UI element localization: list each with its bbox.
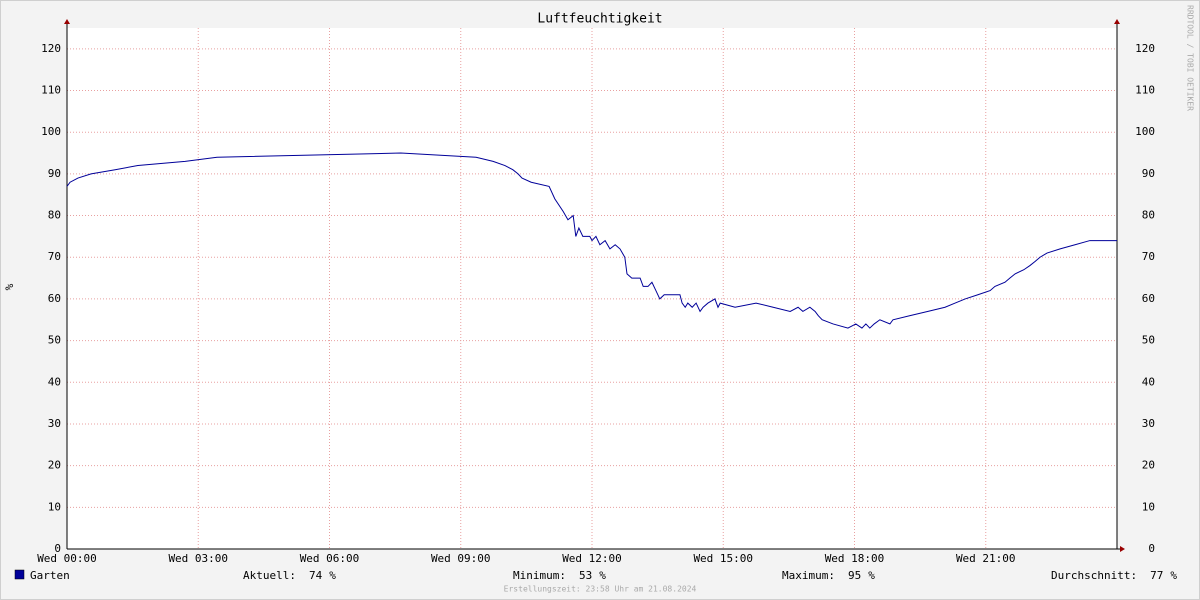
y-tick-label-right: 10 [1142, 500, 1155, 513]
y-tick-label: 100 [41, 125, 61, 138]
y-tick-label: 10 [48, 500, 61, 513]
stat-label: Durchschnitt: [1051, 569, 1137, 582]
y-tick-label-right: 70 [1142, 250, 1155, 263]
y-tick-label: 60 [48, 292, 61, 305]
y-tick-label: 120 [41, 42, 61, 55]
y-tick-label-right: 0 [1148, 542, 1155, 555]
series-line [66, 152, 1117, 329]
axis-arrow [64, 19, 70, 24]
x-tick-label: Wed 03:00 [168, 552, 228, 565]
y-tick-label-right: 50 [1142, 334, 1155, 347]
y-tick-label: 80 [48, 209, 61, 222]
stat-unit: % [599, 569, 606, 582]
axis-arrow [1114, 19, 1120, 24]
x-tick-label: Wed 15:00 [693, 552, 753, 565]
y-tick-label: 0 [54, 542, 61, 555]
y-tick-label: 70 [48, 250, 61, 263]
y-tick-label: 90 [48, 167, 61, 180]
x-tick-label: Wed 18:00 [825, 552, 885, 565]
watermark: RRDTOOL / TOBI OETIKER [1186, 5, 1195, 111]
y-tick-label: 20 [48, 459, 61, 472]
y-axis-label: % [3, 283, 16, 290]
x-tick-label: Wed 06:00 [300, 552, 360, 565]
x-tick-label: Wed 09:00 [431, 552, 491, 565]
x-tick-label: Wed 21:00 [956, 552, 1016, 565]
y-tick-label-right: 40 [1142, 375, 1155, 388]
footer: Erstellungszeit: 23:58 Uhr am 21.08.2024 [504, 585, 697, 594]
legend-label: Garten [30, 569, 70, 582]
stat-label: Minimum: [513, 569, 566, 582]
y-tick-label: 110 [41, 84, 61, 97]
y-tick-label-right: 60 [1142, 292, 1155, 305]
stat-label: Maximum: [782, 569, 835, 582]
plot-area [67, 28, 1117, 549]
y-tick-label: 30 [48, 417, 61, 430]
y-tick-label: 40 [48, 375, 61, 388]
legend-swatch [14, 569, 25, 580]
y-tick-label-right: 80 [1142, 209, 1155, 222]
y-tick-label-right: 30 [1142, 417, 1155, 430]
y-tick-label: 50 [48, 334, 61, 347]
stat-value: 53 [579, 569, 592, 582]
stat-label: Aktuell: [243, 569, 296, 582]
stat-unit: % [1170, 569, 1177, 582]
stat-value: 95 [848, 569, 861, 582]
y-tick-label-right: 90 [1142, 167, 1155, 180]
y-tick-label-right: 110 [1135, 84, 1155, 97]
y-tick-label-right: 100 [1135, 125, 1155, 138]
y-tick-label-right: 20 [1142, 459, 1155, 472]
stat-unit: % [329, 569, 336, 582]
stat-value: 77 [1150, 569, 1163, 582]
y-tick-label-right: 120 [1135, 42, 1155, 55]
chart-title: Luftfeuchtigkeit [537, 12, 662, 27]
axis-arrow [1120, 546, 1125, 552]
stat-value: 74 [309, 569, 323, 582]
x-tick-label: Wed 00:00 [37, 552, 97, 565]
stat-unit: % [868, 569, 875, 582]
x-tick-label: Wed 12:00 [562, 552, 622, 565]
